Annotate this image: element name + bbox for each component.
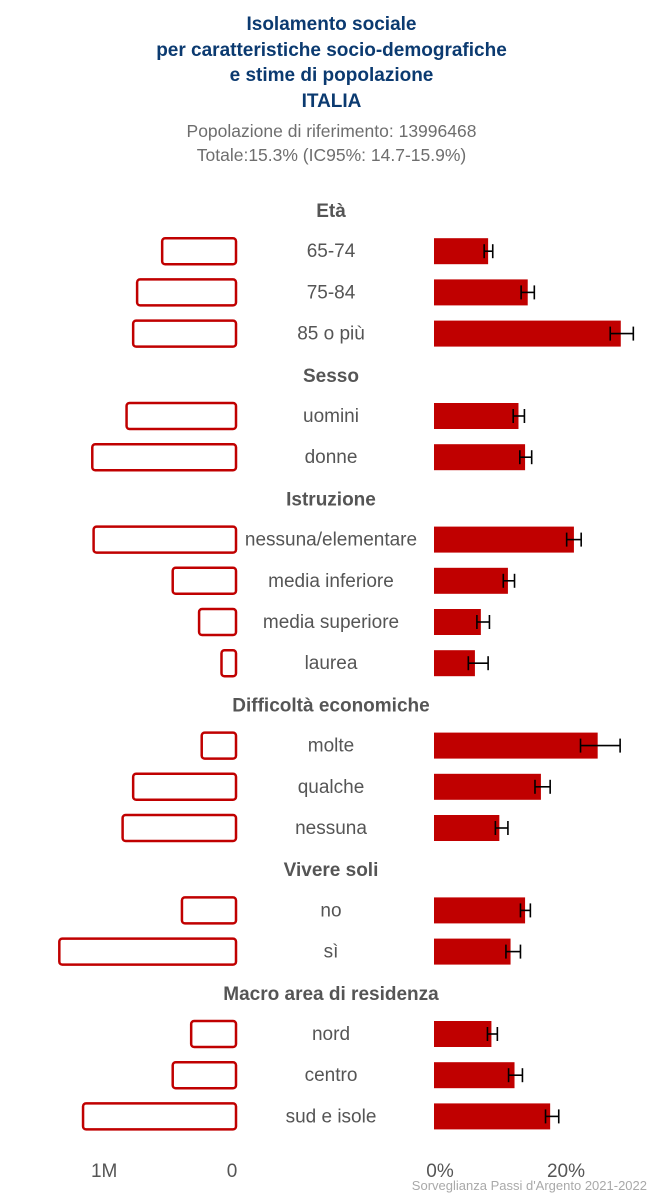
prevalence-bar xyxy=(434,609,481,635)
category-label: 75-84 xyxy=(307,282,356,303)
prevalence-bar xyxy=(434,279,528,306)
category-label: 65-74 xyxy=(307,241,356,262)
population-bar xyxy=(91,442,238,472)
category-label: sud e isole xyxy=(286,1106,377,1127)
population-bar xyxy=(189,1019,238,1049)
population-bar xyxy=(160,236,238,266)
group-header: Istruzione xyxy=(286,489,376,510)
prevalence-bar xyxy=(434,320,621,347)
subtitle-line-2: Totale:15.3% (IC95%: 14.7-15.9%) xyxy=(196,145,467,165)
category-label: sì xyxy=(324,942,339,963)
category-label: 85 o più xyxy=(297,324,365,345)
population-bar xyxy=(131,772,238,802)
group-header: Difficoltà economiche xyxy=(232,695,429,716)
group-header: Sesso xyxy=(303,366,359,387)
title-line-1: Isolamento sociale xyxy=(246,14,417,35)
x-tick-label: 0% xyxy=(426,1161,454,1182)
prevalence-bar xyxy=(434,938,511,965)
category-label: media superiore xyxy=(263,612,399,633)
group-header: Vivere soli xyxy=(284,860,379,881)
prevalence-bar xyxy=(434,773,541,800)
prevalence-bar xyxy=(434,567,508,594)
group-header: Macro area di residenza xyxy=(223,984,439,1005)
population-bar xyxy=(197,607,238,637)
population-bar xyxy=(81,1102,238,1131)
category-label: nord xyxy=(312,1024,350,1045)
population-bar xyxy=(200,731,238,760)
x-tick-label: 0 xyxy=(227,1161,238,1182)
prevalence-bar xyxy=(434,238,489,265)
population-bar xyxy=(180,896,238,925)
population-bar xyxy=(92,525,238,554)
prevalence-bar xyxy=(434,403,519,429)
category-label: nessuna/elementare xyxy=(245,530,417,551)
category-label: laurea xyxy=(305,653,358,674)
category-label: molte xyxy=(308,736,354,757)
population-bar xyxy=(171,1060,238,1090)
prevalence-bar xyxy=(434,1021,492,1047)
population-bar xyxy=(131,319,238,348)
category-label: no xyxy=(320,900,341,921)
category-label: uomini xyxy=(303,406,359,427)
title-line-4: ITALIA xyxy=(301,90,362,112)
category-label: donne xyxy=(305,447,358,468)
population-bar xyxy=(220,648,238,678)
title-line-2: per caratteristiche socio-demografiche xyxy=(156,39,507,61)
population-bar xyxy=(135,278,238,307)
prevalence-bar xyxy=(434,897,526,924)
prevalence-bar xyxy=(434,815,500,841)
population-bar xyxy=(171,566,238,596)
category-label: centro xyxy=(305,1065,358,1086)
category-label: qualche xyxy=(298,777,365,798)
subtitle-line-1: Popolazione di riferimento: 13996468 xyxy=(186,121,477,141)
group-header: Età xyxy=(316,201,346,222)
category-label: nessuna xyxy=(295,818,367,839)
population-bar xyxy=(58,937,238,966)
prevalence-bar xyxy=(434,526,574,553)
population-bar xyxy=(121,813,238,843)
prevalence-bar xyxy=(434,732,598,759)
category-label: media inferiore xyxy=(268,571,394,592)
x-tick-label: 20% xyxy=(547,1161,585,1182)
footer-source: Sorveglianza Passi d'Argento 2021-2022 xyxy=(411,1178,647,1193)
title-line-3: e stime di popolazione xyxy=(229,65,434,86)
x-tick-label: 1M xyxy=(91,1161,117,1182)
population-bar xyxy=(125,401,238,431)
prevalence-bar xyxy=(434,444,526,471)
prevalence-bar xyxy=(434,1103,551,1130)
prevalence-bar xyxy=(434,1062,515,1089)
